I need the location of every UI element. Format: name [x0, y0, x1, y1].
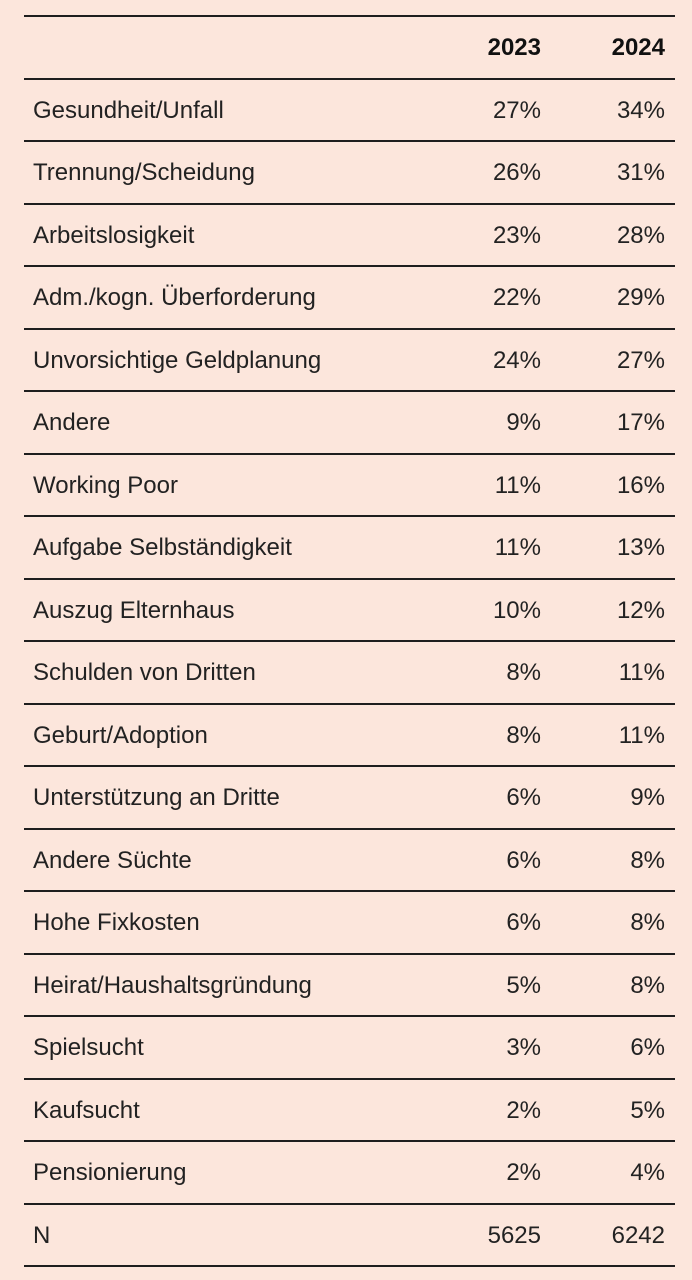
table-row: Aufgabe Selbständigkeit 11% 13% — [24, 517, 675, 580]
row-label-cell: Schulden von Dritten — [33, 659, 256, 686]
value-2023-cell: 2% — [506, 1159, 541, 1186]
value-2024-cell: 28% — [616, 221, 665, 249]
value-2023-cell: 11% — [494, 471, 541, 499]
table-row: Andere Süchte 6% 8% — [24, 830, 675, 892]
table-row: Pensionierung 2% 4% — [24, 1142, 675, 1205]
table-row: Spielsucht 3% 6% — [24, 1017, 675, 1080]
table-row: Hohe Fixkosten 6% 8% — [24, 892, 675, 955]
value-2024-cell: 13% — [616, 534, 665, 561]
value-2023-cell: 5625 — [487, 1221, 541, 1249]
value-2024-cell: 11% — [618, 721, 665, 749]
value-2024-cell: 4% — [630, 1159, 665, 1186]
value-2024-cell: 8% — [630, 909, 665, 936]
value-2024-cell: 8% — [630, 846, 665, 874]
row-label-cell: Kaufsucht — [33, 1096, 140, 1124]
value-2023-cell: 23% — [492, 221, 541, 249]
row-label-cell: Unvorsichtige Geldplanung — [33, 346, 322, 374]
value-2023-cell: 24% — [492, 346, 541, 374]
row-label-cell: Trennung/Scheidung — [33, 159, 255, 186]
value-2023-cell: 8% — [506, 659, 541, 686]
value-2024-cell: 6% — [630, 1034, 665, 1061]
table-row: Schulden von Dritten 8% 11% — [24, 642, 675, 705]
value-2024-cell: 5% — [630, 1096, 665, 1124]
value-2024-cell: 9% — [630, 784, 665, 811]
value-2023-cell: 10% — [492, 596, 541, 624]
value-2024-cell: 29% — [616, 284, 665, 311]
row-label-cell: Arbeitslosigkeit — [33, 221, 195, 249]
value-2024-cell: 12% — [616, 596, 665, 624]
value-2024-cell: 17% — [616, 409, 665, 436]
value-2024-cell: 11% — [618, 659, 665, 686]
table-row-total: N 5625 6242 — [24, 1205, 675, 1267]
value-2024-cell: 31% — [616, 159, 665, 186]
row-label-cell: Adm./kogn. Überforderung — [33, 284, 316, 311]
value-2023-cell: 9% — [506, 409, 541, 436]
table-row: Adm./kogn. Überforderung 22% 29% — [24, 267, 675, 330]
value-2023-cell: 5% — [506, 971, 541, 999]
value-2024-cell: 34% — [616, 96, 665, 124]
value-2023-cell: 8% — [506, 721, 541, 749]
value-2023-cell: 11% — [494, 534, 541, 561]
table-body: Gesundheit/Unfall 27% 34% Trennung/Scheidun… — [24, 80, 675, 1267]
table-row: Kaufsucht 2% 5% — [24, 1080, 675, 1142]
row-label-cell: Aufgabe Selbständigkeit — [33, 534, 292, 561]
table-row: Working Poor 11% 16% — [24, 455, 675, 517]
header-2024-cell: 2024 — [611, 34, 665, 61]
row-label-cell: Andere Süchte — [33, 846, 192, 874]
table-header-row: 2023 2024 — [24, 17, 675, 80]
row-label-cell: Gesundheit/Unfall — [33, 96, 224, 124]
row-label-cell: Hohe Fixkosten — [33, 909, 200, 936]
table-row: Trennung/Scheidung 26% 31% — [24, 142, 675, 205]
value-2023-cell: 26% — [492, 159, 541, 186]
row-label-cell: N — [33, 1221, 51, 1249]
table-row: Gesundheit/Unfall 27% 34% — [24, 80, 675, 142]
row-label-cell: Unterstützung an Dritte — [33, 784, 280, 811]
value-2023-cell: 6% — [506, 909, 541, 936]
table-row: Unterstützung an Dritte 6% 9% — [24, 767, 675, 830]
row-label-cell: Pensionierung — [33, 1159, 187, 1186]
table-row: Unvorsichtige Geldplanung 24% 27% — [24, 330, 675, 392]
table-row: Auszug Elternhaus 10% 12% — [24, 580, 675, 642]
table-row: Geburt/Adoption 8% 11% — [24, 705, 675, 767]
table-row: Andere 9% 17% — [24, 392, 675, 455]
value-2024-cell: 27% — [616, 346, 665, 374]
row-label-cell: Auszug Elternhaus — [33, 596, 235, 624]
value-2023-cell: 6% — [506, 846, 541, 874]
table-row: Arbeitslosigkeit 23% 28% — [24, 205, 675, 267]
row-label-cell: Working Poor — [33, 471, 178, 499]
value-2023-cell: 22% — [492, 284, 541, 311]
value-2024-cell: 16% — [616, 471, 665, 499]
row-label-cell: Geburt/Adoption — [33, 721, 208, 749]
row-label-cell: Andere — [33, 409, 111, 436]
value-2023-cell: 2% — [506, 1096, 541, 1124]
row-label-cell: Heirat/Haushaltsgründung — [33, 971, 312, 999]
value-2023-cell: 27% — [492, 96, 541, 124]
value-2024-cell: 6242 — [611, 1221, 665, 1249]
value-2023-cell: 3% — [506, 1034, 541, 1061]
table-row: Heirat/Haushaltsgründung 5% 8% — [24, 955, 675, 1017]
data-table: 2023 2024 Gesundheit/Unfall 27% 34% Trennun… — [24, 15, 675, 1267]
value-2023-cell: 6% — [506, 784, 541, 811]
row-label-cell: Spielsucht — [33, 1034, 144, 1061]
header-2023-cell: 2023 — [487, 34, 541, 61]
value-2024-cell: 8% — [630, 971, 665, 999]
